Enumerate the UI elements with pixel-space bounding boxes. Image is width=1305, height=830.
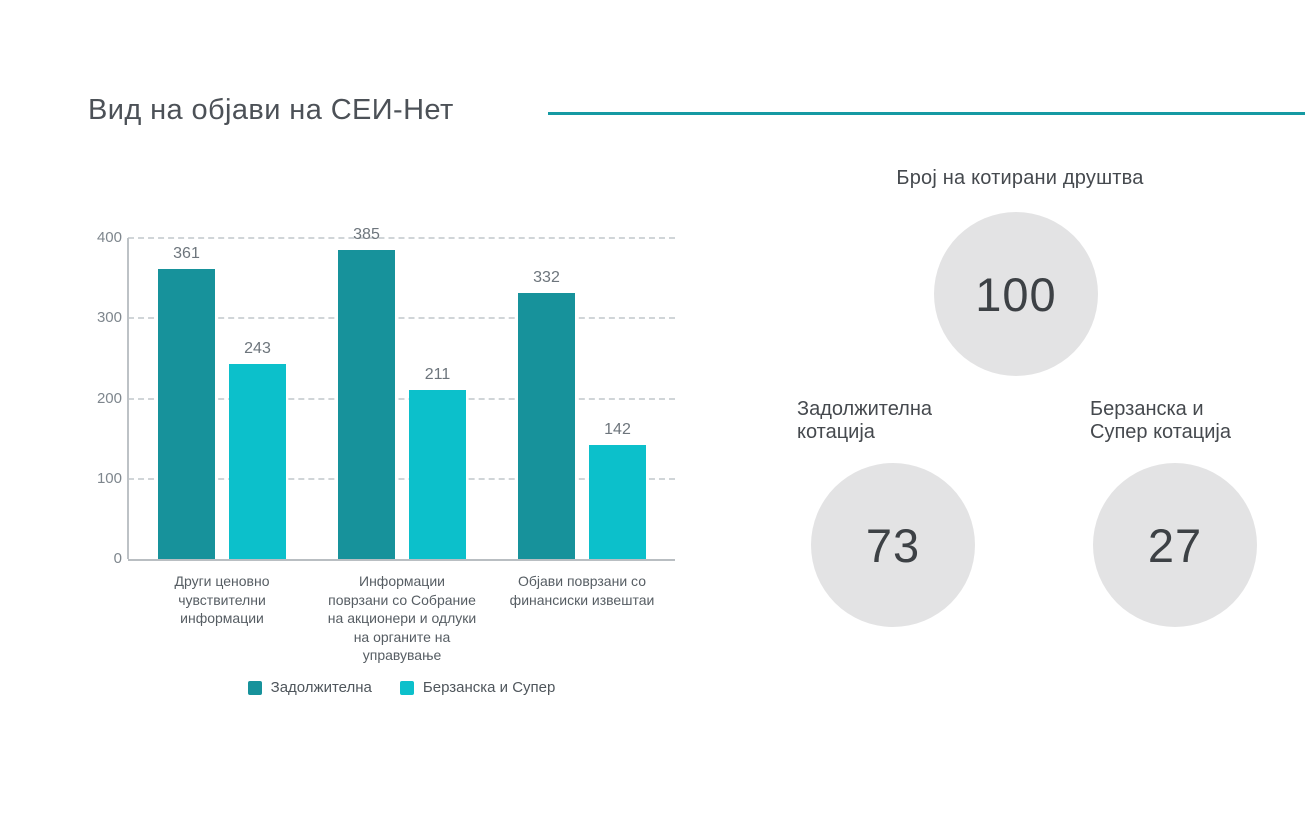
- legend-label: Задолжителна: [270, 679, 372, 696]
- kpi-circle-exchange-super: 27: [1093, 463, 1257, 627]
- bar-value-label: 211: [424, 366, 451, 383]
- kpi-circle-mandatory: 73: [811, 463, 975, 627]
- kpi-total-value: 100: [975, 267, 1057, 321]
- bar: [158, 269, 215, 559]
- y-tick-label: 400: [96, 229, 122, 246]
- kpi-mandatory-value: 73: [865, 518, 921, 572]
- category-label: Објави поврзани со финансиски извештаи: [509, 573, 655, 608]
- legend-item: Берзанска и Супер: [399, 679, 556, 696]
- y-axis-line: [127, 238, 129, 559]
- bar: [338, 250, 395, 559]
- title-rule: [548, 112, 1305, 115]
- bar-value-label: 385: [353, 226, 380, 243]
- bar-value-label: 142: [604, 421, 631, 438]
- category-label: Други ценовно чувствителни информации: [174, 573, 270, 626]
- kpi-label-mandatory-listing: Задолжителна котација: [797, 398, 933, 443]
- y-tick-label: 100: [96, 469, 122, 487]
- kpi-circle-total: 100: [934, 212, 1098, 376]
- y-tick-label: 0: [113, 550, 122, 567]
- legend-item: Задолжителна: [247, 679, 372, 696]
- bar-value-label: 361: [173, 245, 200, 262]
- x-axis-line: [128, 559, 675, 561]
- kpi-exchange-super-value: 27: [1147, 518, 1203, 572]
- legend-swatch: [247, 680, 262, 695]
- page-title: Вид на објави на СЕИ-Нет: [88, 94, 454, 126]
- category-label: Информации поврзани со Собрание на акционе…: [327, 573, 477, 663]
- kpi-label-exchange-super-listing: Берзанска и Супер котација: [1090, 398, 1231, 443]
- gridline: [128, 237, 675, 239]
- legend-swatch: [399, 680, 414, 695]
- y-tick-label: 300: [96, 309, 122, 327]
- y-tick-label: 200: [96, 389, 122, 407]
- gridline: [128, 397, 675, 400]
- bar: [518, 293, 575, 559]
- kpi-heading: Број на котирани друштва: [896, 167, 1144, 189]
- chart-legend: Задолжителна Берзанска и Супер: [128, 679, 675, 696]
- legend-label: Берзанска и Супер: [422, 679, 556, 696]
- bar: [409, 390, 466, 559]
- gridline: [128, 477, 675, 480]
- bar-value-label: 332: [533, 269, 560, 286]
- bar: [229, 364, 286, 559]
- gridline: [128, 317, 675, 320]
- bar-value-label: 243: [244, 340, 271, 357]
- bar: [589, 445, 646, 559]
